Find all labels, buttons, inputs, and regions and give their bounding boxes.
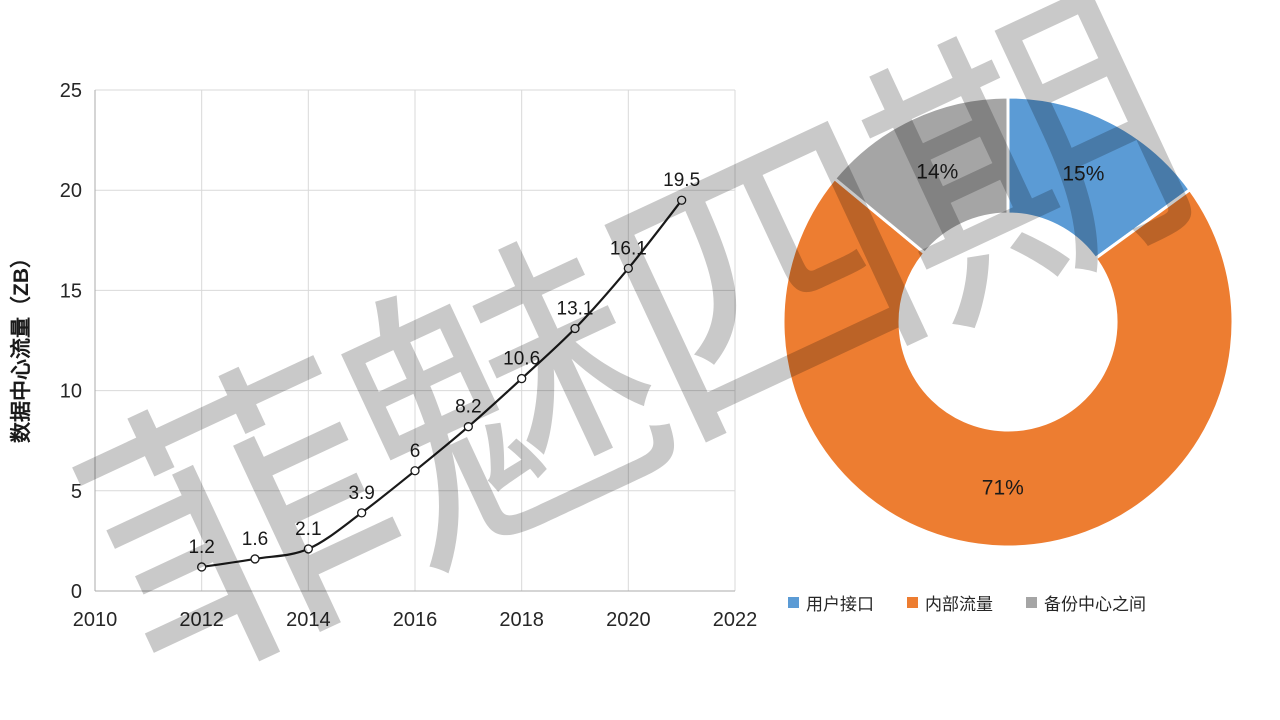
line-chart-series	[197, 195, 687, 572]
data-point-label: 3.9	[348, 483, 374, 504]
legend-label: 用户接口	[806, 594, 874, 614]
series-marker	[677, 195, 687, 205]
donut-chart	[781, 95, 1235, 549]
donut-slice	[832, 95, 1010, 256]
data-point-label: 8.2	[455, 397, 481, 418]
legend-item: 内部流量	[907, 590, 993, 615]
line-chart-data-labels: 1.2 1.6 2.1 3.9 6 8.2 10.6 13.1 16.1 19.5	[188, 170, 700, 558]
series-marker	[197, 562, 207, 572]
legend-label: 内部流量	[925, 594, 993, 614]
series-marker	[410, 466, 420, 476]
legend-label: 备份中心之间	[1044, 594, 1146, 614]
line-chart-tick-labels: 0 5 10 15 20 25 2010 2012 2014 2016 2018 2020 2022	[60, 80, 758, 631]
x-tick-label: 2022	[713, 609, 758, 631]
line-chart-gridlines	[94, 89, 736, 592]
donut-slice-label: 14%	[916, 160, 958, 183]
x-tick-label: 2012	[179, 609, 224, 631]
data-point-label: 2.1	[295, 519, 321, 540]
x-tick-label: 2020	[606, 609, 651, 631]
series-marker	[623, 263, 633, 274]
y-axis-title: 数据中心流量（ZB）	[9, 247, 33, 443]
y-tick-label: 5	[71, 481, 82, 503]
donut-slice	[781, 176, 1235, 549]
data-point-label: 10.6	[503, 349, 540, 370]
series-marker	[357, 508, 367, 518]
y-tick-label: 25	[60, 80, 82, 102]
series-line	[201, 199, 683, 569]
donut-legend: 用户接口 内部流量 备份中心之间	[788, 588, 1258, 616]
donut-percent-labels: 15% 71% 14%	[916, 160, 1104, 499]
series-marker	[303, 544, 313, 554]
series-marker	[250, 554, 260, 564]
legend-item: 用户接口	[788, 590, 874, 615]
data-point-label: 19.5	[663, 170, 700, 191]
data-point-label: 16.1	[610, 238, 647, 259]
line-chart-axes	[94, 90, 735, 592]
legend-swatch	[1026, 596, 1037, 608]
series-marker	[570, 323, 580, 334]
x-tick-label: 2016	[393, 609, 438, 631]
y-tick-label: 0	[71, 581, 82, 603]
data-point-label: 1.2	[188, 537, 214, 558]
series-marker	[517, 373, 527, 384]
x-tick-label: 2010	[73, 609, 118, 631]
donut-slice-label: 15%	[1062, 163, 1104, 186]
series-marker	[463, 422, 473, 432]
data-point-label: 13.1	[557, 298, 594, 319]
data-point-label: 6	[410, 441, 421, 462]
x-tick-label: 2014	[286, 609, 331, 631]
y-tick-label: 15	[60, 280, 82, 302]
donut-slice	[1006, 95, 1193, 261]
legend-swatch	[907, 596, 918, 608]
data-point-label: 1.6	[242, 529, 268, 550]
legend-item: 备份中心之间	[1026, 590, 1146, 615]
y-tick-label: 10	[60, 381, 82, 403]
donut-slice-label: 71%	[982, 476, 1024, 499]
legend-swatch	[788, 596, 799, 608]
x-tick-label: 2018	[499, 609, 544, 631]
y-tick-label: 20	[60, 180, 82, 202]
